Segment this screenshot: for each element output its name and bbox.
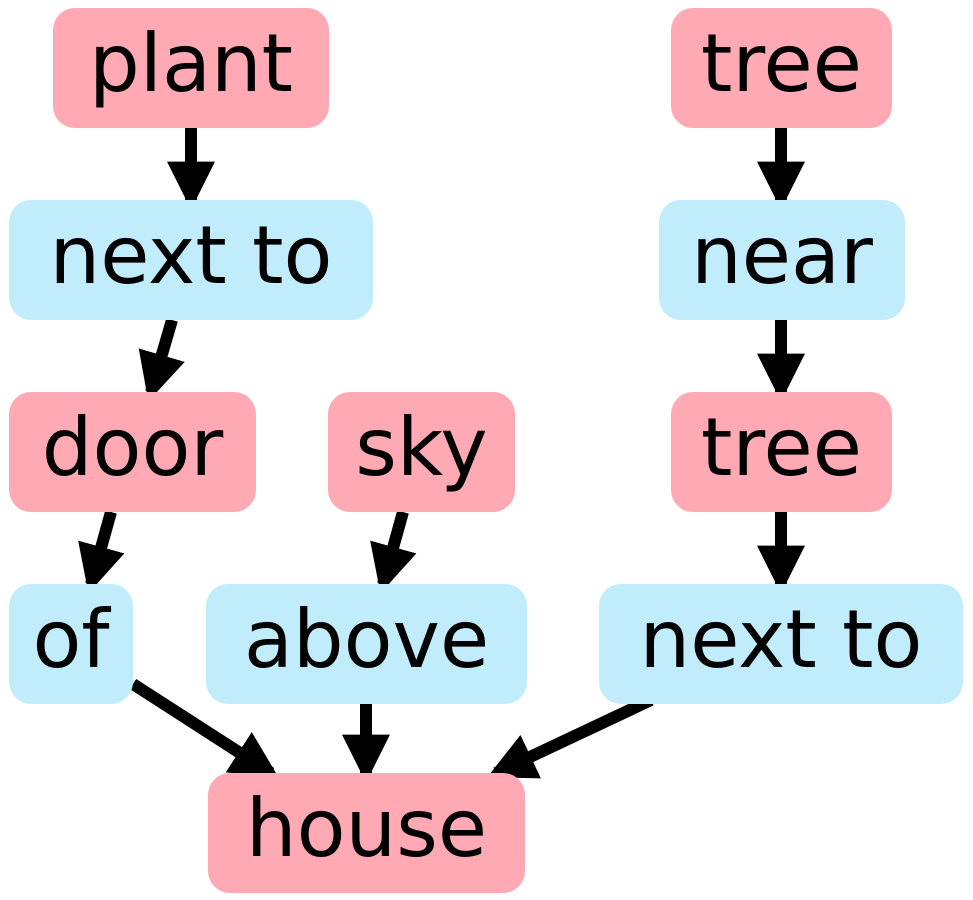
- edge-next-to-to-door: [138, 318, 185, 402]
- node-sky: sky: [328, 392, 515, 512]
- node-near: near: [659, 200, 905, 320]
- edge-sky-to-above: [370, 510, 417, 594]
- node-house: house: [208, 773, 525, 893]
- node-next-to-left: next to: [9, 200, 373, 320]
- node-of: of: [9, 584, 133, 704]
- node-plant: plant: [53, 8, 329, 128]
- edge-next-to-to-house: [487, 694, 654, 779]
- node-tree-top: tree: [671, 8, 892, 128]
- node-door: door: [9, 392, 256, 512]
- node-tree-mid: tree: [671, 392, 892, 512]
- node-above: above: [206, 584, 527, 704]
- edge-door-to-of: [78, 510, 125, 594]
- node-next-to-right: next to: [599, 584, 963, 704]
- edge-of-to-house: [129, 678, 280, 779]
